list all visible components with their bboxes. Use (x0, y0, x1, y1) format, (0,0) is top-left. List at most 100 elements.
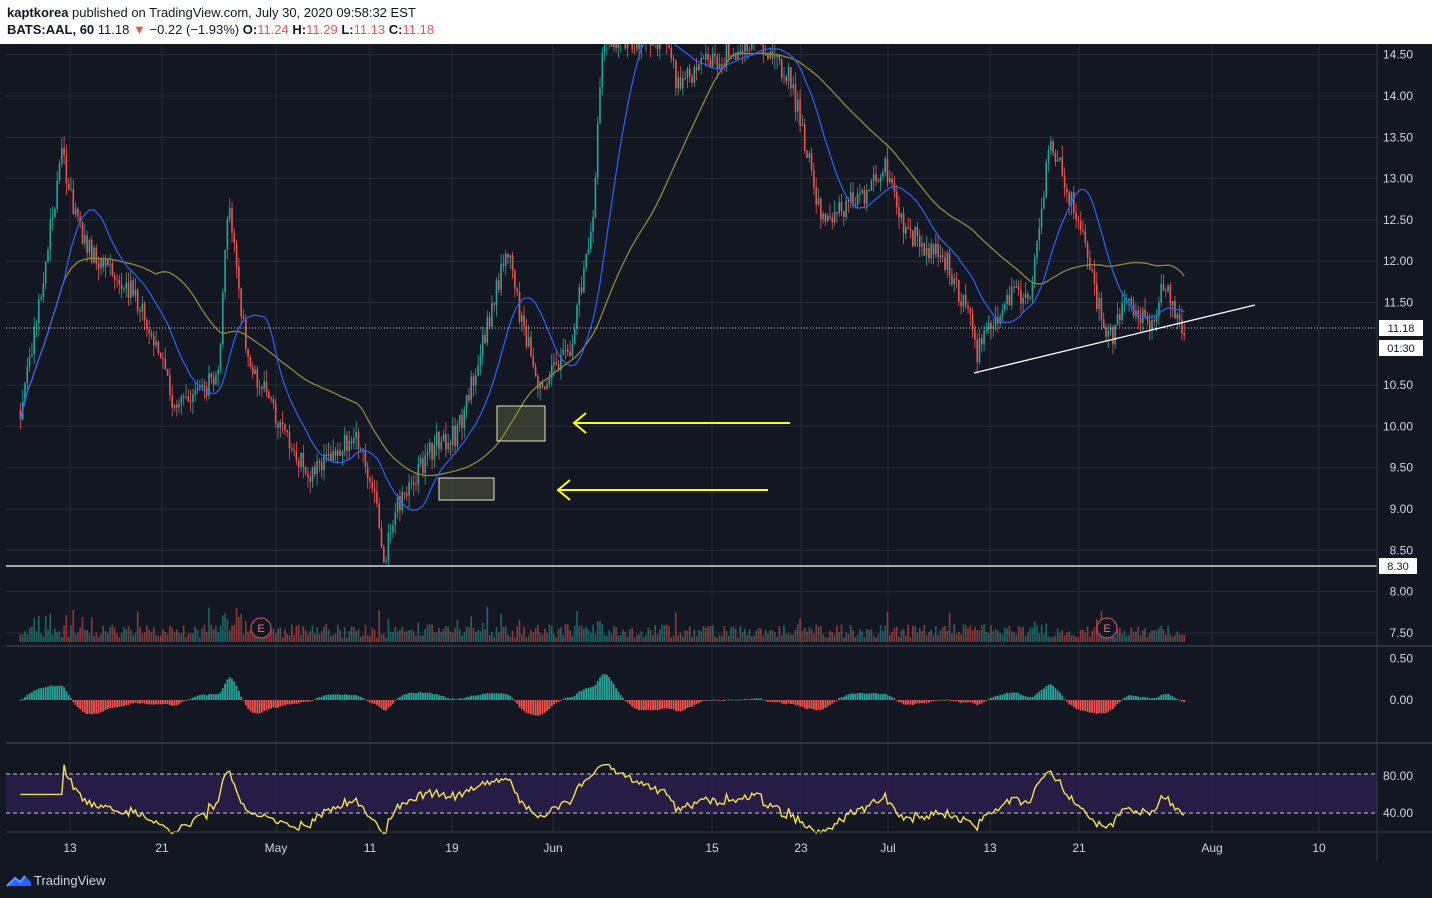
candle-body (590, 231, 592, 249)
brand-name[interactable]: TradingView (34, 873, 106, 888)
volume-bar (256, 636, 259, 642)
volume-bar (231, 625, 233, 642)
macd-bar (737, 699, 739, 701)
macd-bar (74, 700, 77, 705)
candle-body (201, 384, 203, 387)
volume-bar (675, 612, 677, 642)
macd-bar (166, 700, 169, 705)
volume-bar (866, 629, 868, 642)
volume-bar (26, 633, 29, 642)
volume-bar (1155, 630, 1158, 642)
candle-body (721, 64, 723, 67)
volume-bar (797, 624, 799, 642)
volume-bar (695, 635, 698, 642)
candle-body (734, 53, 737, 60)
candle-body (348, 440, 351, 451)
candle-body (776, 55, 778, 57)
volume-bar (155, 635, 157, 642)
macd-bar (410, 692, 413, 700)
candle-body (449, 443, 452, 445)
price-change: −0.22 (−1.93%) (149, 22, 240, 37)
candle-body (852, 192, 854, 206)
author-name[interactable]: kaptkorea (7, 5, 69, 20)
macd-bar (1155, 697, 1158, 700)
time-axis[interactable]: 13 21 May 11 19 Jun 15 23 Jul 13 21 Aug 10 (63, 841, 1326, 855)
candle-body (484, 334, 486, 344)
candle-body (1015, 286, 1018, 288)
macd-bar (792, 700, 795, 704)
macd-bar (1178, 699, 1181, 701)
highlight-box-lower[interactable] (438, 477, 495, 501)
volume-bar (293, 634, 295, 642)
chart-header: kaptkorea published on TradingView.com, … (0, 0, 1432, 44)
volume-bar (123, 626, 125, 642)
volume-bar (1165, 634, 1167, 642)
volume-bar (136, 611, 139, 642)
macd-bar (118, 700, 121, 707)
candle-body (783, 76, 785, 78)
candle-body (1089, 257, 1091, 270)
candle-body (157, 341, 160, 354)
macd-bar (364, 699, 367, 701)
volume-bar (606, 635, 608, 642)
price-tick-label: 10.00 (1383, 419, 1413, 433)
macd-bar (42, 687, 45, 700)
candle-body (870, 180, 873, 191)
price-axis[interactable]: 14.5014.0013.5013.0012.5012.0011.5010.50… (1383, 48, 1413, 640)
volume-bar (801, 630, 804, 642)
macd-bar (192, 697, 194, 700)
candle-body (877, 181, 880, 183)
macd-bar (955, 700, 958, 702)
yellow-arrow-lower[interactable] (556, 479, 768, 501)
candle-body (702, 58, 705, 60)
volume-bar (806, 631, 808, 642)
price-candles (19, 44, 1185, 566)
volume-bar (357, 629, 360, 642)
highlight-box-upper[interactable] (496, 405, 546, 442)
volume-bar (1132, 631, 1135, 642)
candle-body (567, 349, 569, 352)
candle-body (440, 441, 443, 449)
macd-bar (967, 700, 969, 703)
volume-bar (1112, 635, 1114, 642)
candle-body (1135, 310, 1137, 316)
symbol-label[interactable]: BATS:AAL, 60 (7, 22, 95, 37)
macd-bar (619, 695, 622, 700)
candle-body (555, 362, 558, 364)
candle-body (785, 76, 788, 82)
volume-bar (1174, 634, 1176, 642)
macd-bar (389, 700, 392, 707)
volume-bar (976, 629, 978, 642)
yellow-arrow-upper[interactable] (572, 412, 790, 434)
candle-body (1001, 309, 1004, 317)
volume-bar (389, 631, 392, 642)
volume-bar (969, 625, 972, 642)
macd-bar (139, 700, 141, 704)
volume-bar (615, 627, 617, 642)
volume-bar (495, 626, 498, 642)
volume-bar (636, 634, 638, 642)
candle-body (493, 303, 495, 305)
candle-body (1056, 159, 1059, 162)
tradingview-logo-icon[interactable] (6, 871, 32, 889)
earnings-marker-2[interactable]: E (1096, 617, 1118, 639)
macd-bar (849, 693, 852, 700)
volume-bar (721, 636, 723, 642)
macd-axis[interactable]: 0.500.00 (1390, 652, 1414, 708)
volume-bar (166, 634, 169, 642)
volume-bar (1022, 626, 1024, 642)
volume-bar (1008, 625, 1011, 642)
volume-bar (350, 626, 353, 642)
volume-bar (734, 628, 737, 642)
volume-bar (1063, 635, 1066, 642)
earnings-marker-1[interactable]: E (250, 617, 272, 639)
macd-bar (548, 700, 551, 710)
ascending-trendline[interactable] (973, 304, 1256, 374)
candle-body (86, 235, 88, 253)
candle-body (415, 484, 417, 486)
candle-body (120, 284, 123, 290)
volume-bar (555, 637, 558, 642)
price-chart[interactable]: E E 14.5014.0013.5013.0012.5012.0011.501… (0, 44, 1432, 862)
macd-bar (886, 695, 889, 700)
